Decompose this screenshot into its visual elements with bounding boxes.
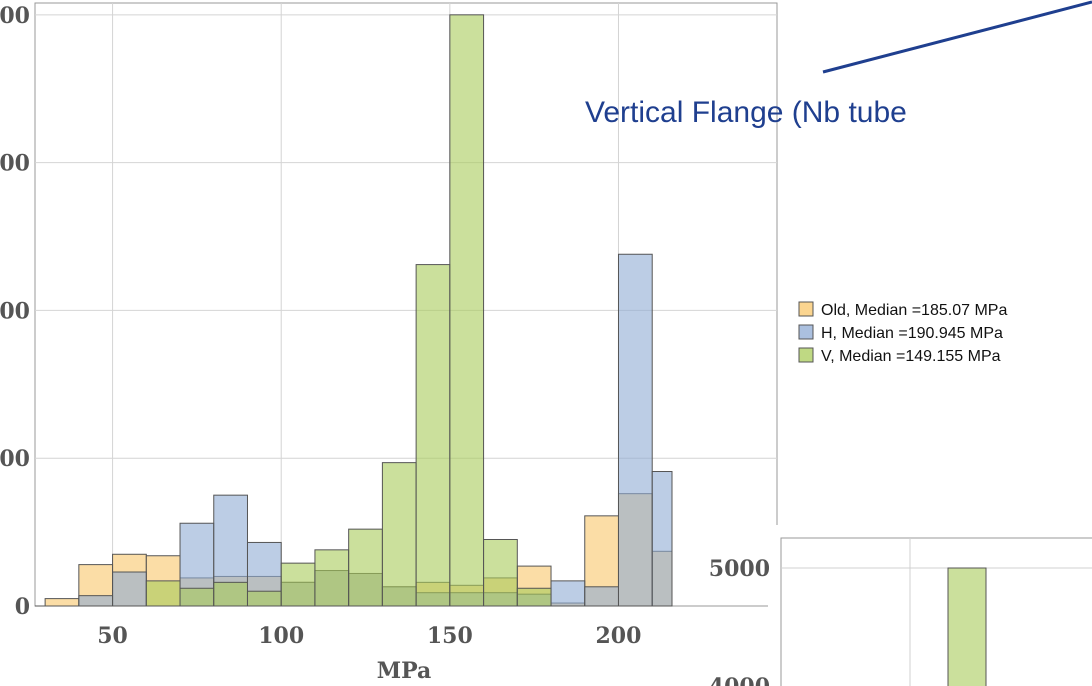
legend-swatch-v	[798, 347, 814, 363]
legend-swatch-h	[798, 324, 814, 340]
bar-h-50	[112, 571, 147, 607]
bar-v-80	[213, 581, 248, 607]
x-tick-labels: 50 100 150 200	[97, 623, 641, 649]
y-tick-label: 0	[15, 594, 30, 620]
bar-v-160	[483, 538, 518, 607]
second-bar-v	[947, 567, 987, 686]
y-tick-label: 00	[0, 3, 30, 29]
legend-label-old: Old, Median =185.07 MPa	[821, 302, 1007, 319]
y-tick-label: 00	[0, 298, 30, 324]
x-tick-label-200: 200	[596, 623, 642, 649]
grid-lines	[35, 3, 777, 606]
bar-h-200	[617, 253, 653, 607]
bar-old-30	[44, 598, 80, 607]
bar-v-140	[415, 264, 451, 607]
legend-swatch-old	[798, 301, 814, 317]
y-tick-label: 00	[0, 151, 30, 177]
bar-h-210	[651, 471, 673, 607]
bar-v-120	[348, 528, 383, 607]
annotation-arrow-line	[822, 0, 1092, 74]
second-y-tick-5000: 5000	[709, 556, 770, 582]
bar-v-100	[280, 562, 316, 607]
bar-v-60	[145, 580, 181, 607]
bar-h-180	[550, 580, 586, 607]
second-histogram: 5000 4000	[709, 525, 1092, 686]
x-tick-label-50: 50	[97, 623, 128, 649]
bar-h-40	[78, 595, 114, 607]
bar-v-110	[314, 549, 350, 607]
second-y-tick-4000: 4000	[709, 674, 770, 686]
legend: Old, Median =185.07 MPa H, Median =190.94…	[798, 301, 1007, 365]
annotation-text: Vertical Flange (Nb tube	[585, 96, 907, 129]
x-tick-label-100: 100	[258, 623, 304, 649]
bars	[44, 14, 673, 607]
legend-label-h: H, Median =190.945 MPa	[821, 325, 1003, 342]
bar-v-150	[449, 14, 485, 607]
second-plot-frame	[780, 537, 1092, 686]
bar-v-90	[246, 590, 282, 607]
bar-v-130	[381, 462, 417, 607]
x-tick-label-150: 150	[427, 623, 473, 649]
second-plot-background	[768, 525, 1092, 686]
bar-v-170	[516, 587, 552, 607]
x-axis-label: MPa	[377, 658, 432, 684]
bar-v-70	[179, 587, 215, 607]
bar-h-190	[584, 586, 619, 607]
legend-label-v: V, Median =149.155 MPa	[821, 348, 1001, 365]
y-tick-label: 00	[0, 446, 30, 472]
